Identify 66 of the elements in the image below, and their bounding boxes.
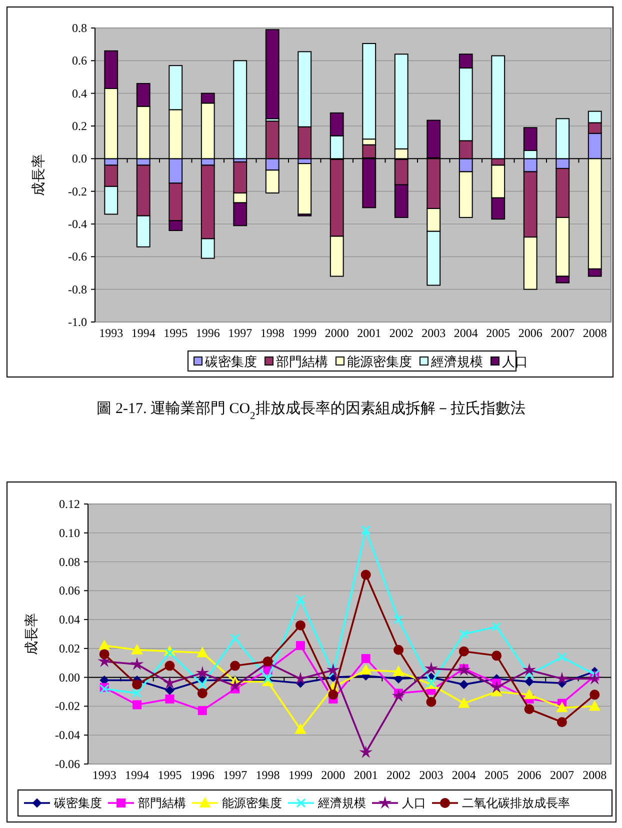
legend-label: 能源密集度 bbox=[347, 354, 412, 369]
legend-label: 部門結構 bbox=[276, 354, 328, 369]
x-tick-label: 1996 bbox=[190, 768, 214, 782]
x-tick-label: 2006 bbox=[517, 768, 542, 782]
caption: 圖 2-17. 運輸業部門 CO$_{2}$排放成長率的因素組成拆解－拉氏指數法 bbox=[96, 400, 526, 422]
y-tick-label: -0.4 bbox=[68, 217, 87, 231]
x-tick-label: 2004 bbox=[452, 768, 476, 782]
x-tick-label: 1997 bbox=[228, 326, 252, 340]
x-tick-label: 1994 bbox=[125, 768, 150, 782]
y-tick-label: 0.06 bbox=[59, 584, 80, 598]
y-tick-label: 0.00 bbox=[59, 670, 80, 684]
x-tick-label: 2002 bbox=[389, 326, 414, 340]
x-tick-label: 2008 bbox=[582, 326, 607, 340]
x-tick-label: 2005 bbox=[486, 326, 510, 340]
y-tick-label: -0.6 bbox=[68, 250, 87, 264]
y-tick-label: 0.02 bbox=[59, 641, 80, 656]
x-tick-label: 2004 bbox=[454, 326, 478, 340]
x-tick-label: 2002 bbox=[386, 768, 411, 782]
x-tick-label: 2003 bbox=[422, 326, 446, 340]
x-tick-label: 2001 bbox=[357, 326, 382, 340]
x-tick-label: 2006 bbox=[518, 326, 542, 340]
x-tick-label: 2007 bbox=[550, 326, 575, 340]
x-tick-label: 1995 bbox=[158, 768, 182, 782]
x-tick-label: 1999 bbox=[288, 768, 312, 782]
y-tick-label: 0.2 bbox=[72, 119, 87, 133]
legend-label: 經濟規模 bbox=[430, 354, 483, 369]
x-tick-label: 1996 bbox=[196, 326, 220, 340]
y-tick-label: -0.2 bbox=[68, 184, 87, 198]
legend-label: 部門結構 bbox=[138, 796, 186, 810]
x-tick-label: 2003 bbox=[419, 768, 444, 782]
y-tick-label: -0.04 bbox=[55, 728, 80, 742]
y-tick-label: 0.04 bbox=[59, 612, 80, 627]
y-axis-title: 成長率 bbox=[24, 613, 40, 655]
x-tick-label: 2000 bbox=[321, 768, 346, 782]
y-tick-label: -0.8 bbox=[68, 282, 87, 296]
x-tick-label: 2008 bbox=[582, 768, 607, 782]
y-tick-label: -0.02 bbox=[55, 699, 80, 714]
x-tick-label: 1998 bbox=[260, 326, 284, 340]
y-tick-label: 0.10 bbox=[59, 526, 80, 540]
x-tick-label: 1993 bbox=[92, 768, 116, 782]
y-tick-label: 0.4 bbox=[72, 86, 87, 100]
legend-label: 二氧化碳排放成長率 bbox=[462, 796, 570, 810]
legend-label: 碳密集度 bbox=[204, 354, 257, 369]
legend-label: 人口 bbox=[502, 354, 528, 369]
x-tick-label: 1995 bbox=[164, 326, 188, 340]
x-tick-label: 1993 bbox=[99, 326, 124, 340]
y-tick-label: 0.0 bbox=[72, 152, 87, 166]
y-tick-label: 0.12 bbox=[59, 497, 80, 511]
y-tick-label: 0.8 bbox=[72, 21, 87, 35]
legend-label: 人口 bbox=[402, 796, 426, 810]
y-tick-label: -1.0 bbox=[68, 315, 87, 329]
x-tick-label: 1994 bbox=[131, 326, 156, 340]
y-tick-label: -0.06 bbox=[55, 757, 80, 771]
legend-label: 經濟規模 bbox=[317, 796, 366, 810]
x-tick-label: 2001 bbox=[354, 768, 378, 782]
y-axis-title: 成長率 bbox=[31, 154, 47, 196]
x-tick-label: 2005 bbox=[484, 768, 509, 782]
x-tick-label: 2000 bbox=[324, 326, 349, 340]
x-tick-label: 1998 bbox=[256, 768, 280, 782]
legend-label: 碳密集度 bbox=[53, 796, 102, 810]
x-tick-label: 1997 bbox=[223, 768, 248, 782]
x-tick-label: 2007 bbox=[550, 768, 574, 782]
y-tick-label: 0.6 bbox=[72, 54, 87, 68]
legend-label: 能源密集度 bbox=[222, 796, 282, 810]
x-tick-label: 1999 bbox=[292, 326, 317, 340]
y-tick-label: 0.08 bbox=[59, 554, 80, 569]
